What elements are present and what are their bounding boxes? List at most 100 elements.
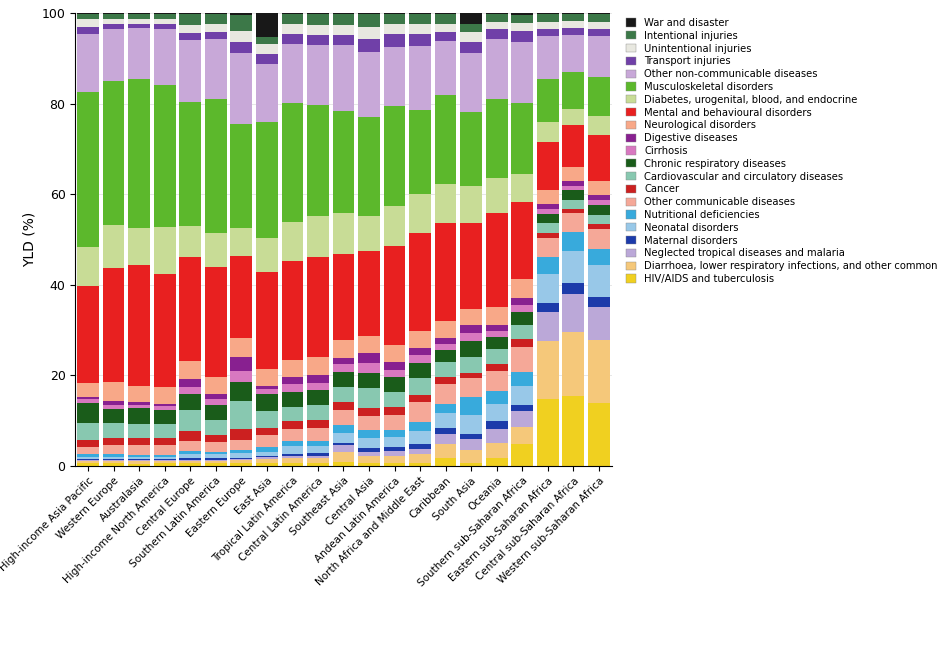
Bar — [77, 34, 99, 92]
Bar — [77, 457, 99, 459]
Bar — [180, 258, 201, 361]
Bar — [409, 47, 431, 110]
Bar — [384, 34, 406, 47]
Bar — [588, 195, 610, 201]
Bar — [231, 124, 252, 228]
Bar — [511, 372, 534, 386]
Bar — [256, 37, 278, 45]
Bar — [103, 460, 124, 461]
Bar — [588, 248, 610, 265]
Bar — [256, 456, 278, 457]
Bar — [281, 14, 303, 25]
Bar — [153, 13, 176, 14]
Bar — [511, 103, 534, 175]
Bar — [409, 24, 431, 34]
Bar — [180, 459, 201, 461]
Bar — [180, 25, 201, 32]
Bar — [409, 377, 431, 395]
Bar — [460, 378, 482, 397]
Bar — [588, 201, 610, 205]
Bar — [180, 226, 201, 258]
Bar — [231, 382, 252, 401]
Bar — [153, 85, 176, 226]
Bar — [409, 13, 431, 14]
Bar — [486, 404, 507, 421]
Bar — [281, 446, 303, 454]
Bar — [153, 410, 176, 424]
Bar — [281, 34, 303, 44]
Bar — [409, 363, 431, 377]
Bar — [231, 428, 252, 439]
Bar — [359, 373, 380, 388]
Bar — [256, 64, 278, 122]
Bar — [409, 463, 431, 466]
Bar — [537, 209, 559, 214]
Bar — [205, 454, 227, 458]
Bar — [409, 454, 431, 463]
Bar — [460, 325, 482, 333]
Bar — [307, 14, 328, 25]
Bar — [588, 265, 610, 297]
Bar — [460, 415, 482, 434]
Bar — [307, 257, 328, 357]
Bar — [205, 267, 227, 377]
Bar — [231, 53, 252, 124]
Bar — [359, 39, 380, 52]
Bar — [460, 397, 482, 415]
Bar — [180, 387, 201, 395]
Bar — [231, 357, 252, 371]
Bar — [359, 13, 380, 14]
Bar — [511, 23, 534, 31]
Bar — [486, 179, 507, 213]
Bar — [332, 13, 355, 14]
Bar — [281, 459, 303, 463]
Bar — [180, 454, 201, 458]
Bar — [588, 403, 610, 466]
Bar — [153, 19, 176, 24]
Bar — [332, 462, 355, 466]
Bar — [281, 44, 303, 104]
Bar — [511, 305, 534, 312]
Bar — [332, 35, 355, 45]
Bar — [128, 14, 150, 19]
Bar — [588, 215, 610, 225]
Bar — [460, 340, 482, 356]
Bar — [486, 336, 507, 349]
Bar — [256, 13, 278, 37]
Bar — [563, 35, 584, 72]
Bar — [460, 23, 482, 32]
Bar — [307, 357, 328, 375]
Bar — [332, 364, 355, 371]
Bar — [537, 142, 559, 190]
Bar — [128, 28, 150, 80]
Bar — [77, 92, 99, 247]
Bar — [128, 459, 150, 460]
Bar — [256, 369, 278, 386]
Bar — [384, 13, 406, 14]
Y-axis label: YLD (%): YLD (%) — [23, 212, 36, 267]
Bar — [77, 382, 99, 397]
Bar — [103, 405, 124, 409]
Bar — [588, 181, 610, 195]
Bar — [128, 455, 150, 457]
Bar — [460, 356, 482, 373]
Bar — [435, 362, 456, 377]
Bar — [486, 213, 507, 307]
Bar — [537, 204, 559, 209]
Bar — [486, 349, 507, 364]
Bar — [128, 80, 150, 228]
Bar — [231, 371, 252, 382]
Bar — [281, 222, 303, 261]
Bar — [256, 238, 278, 272]
Bar — [77, 247, 99, 285]
Bar — [180, 14, 201, 25]
Bar — [103, 225, 124, 268]
Bar — [180, 441, 201, 452]
Bar — [511, 13, 534, 15]
Bar — [435, 459, 456, 466]
Bar — [486, 307, 507, 325]
Bar — [486, 325, 507, 331]
Bar — [281, 454, 303, 456]
Bar — [231, 459, 252, 461]
Bar — [486, 364, 507, 371]
